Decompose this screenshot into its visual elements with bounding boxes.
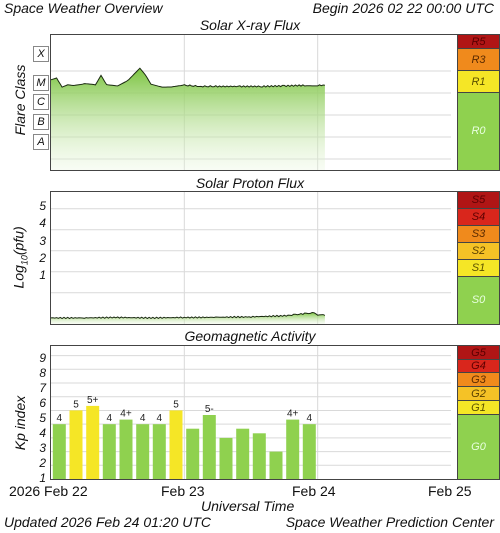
scale-s1: S1 xyxy=(458,260,499,277)
kp-bar-label: 4+ xyxy=(287,409,299,420)
xaxis-title: Universal Time xyxy=(201,498,295,514)
xaxis-label-feb24: Feb 24 xyxy=(292,483,336,499)
scale-r5: R5 xyxy=(458,35,499,49)
kp-bar xyxy=(119,419,133,479)
kp-tick-7: 7 xyxy=(39,381,46,395)
xray-flux-line xyxy=(51,67,325,88)
kp-bar-label: 4+ xyxy=(120,409,132,420)
kp-tick-1: 1 xyxy=(39,471,46,485)
kp-bar xyxy=(286,419,300,479)
scale-r3: R3 xyxy=(458,49,499,71)
kp-tick-5: 5 xyxy=(39,411,46,425)
kp-bar xyxy=(252,433,266,479)
scale-g0: G0 xyxy=(458,415,499,479)
kp-bar-label: 4 xyxy=(107,413,113,424)
kp-bar xyxy=(219,437,233,479)
kp-tick-3: 3 xyxy=(39,441,46,455)
kp-tick-9: 9 xyxy=(39,351,46,365)
proton-tick-4: 4 xyxy=(39,216,46,230)
xray-title: Solar X-ray Flux xyxy=(199,17,301,33)
scale-s2: S2 xyxy=(458,243,499,260)
xray-radio-scale: R5 R3 R1 R0 xyxy=(457,35,499,170)
kp-bar-label: 5+ xyxy=(87,395,99,406)
kp-bar-label: 5 xyxy=(73,399,79,410)
geo-panel: 4 5 5+ 4 4+ 4 4 5 5- 4+ 4 G5 G4 G3 G2 G1 G0 xyxy=(50,345,500,480)
proton-plot xyxy=(51,192,451,324)
xaxis-label-feb25: Feb 25 xyxy=(428,483,472,499)
proton-panel: S5 S4 S3 S2 S1 S0 xyxy=(50,191,500,325)
scale-s4: S4 xyxy=(458,209,499,226)
proton-ylabel: Log10(pfu) xyxy=(10,226,30,289)
kp-bar xyxy=(152,424,166,479)
kp-bar-label: 4 xyxy=(157,413,163,424)
kp-bar xyxy=(52,424,66,479)
kp-bar xyxy=(69,410,83,479)
updated-timestamp: Updated 2026 Feb 24 01:20 UTC xyxy=(4,514,212,530)
kp-bar-label: 5- xyxy=(205,404,214,415)
kp-bar xyxy=(86,405,100,479)
kp-bar xyxy=(236,428,250,479)
kp-bar xyxy=(169,410,183,479)
geo-scale: G5 G4 G3 G2 G1 G0 xyxy=(457,346,499,479)
xray-flux-area xyxy=(51,68,325,170)
kp-bar-label: 4 xyxy=(307,413,313,424)
scale-g4: G4 xyxy=(458,360,499,373)
xray-class-x: X xyxy=(33,46,49,62)
kp-bar-label: 4 xyxy=(140,413,146,424)
scale-r0: R0 xyxy=(458,93,499,170)
kp-bar xyxy=(136,424,150,479)
xray-class-m: M xyxy=(33,75,49,91)
kp-bar-label: 5 xyxy=(173,399,179,410)
proton-scale: S5 S4 S3 S2 S1 S0 xyxy=(457,192,499,324)
kp-tick-8: 8 xyxy=(39,366,46,380)
scale-g3: G3 xyxy=(458,373,499,387)
proton-tick-5: 5 xyxy=(39,199,46,213)
scale-g5: G5 xyxy=(458,346,499,360)
geo-title: Geomagnetic Activity xyxy=(184,328,316,344)
xray-class-c: C xyxy=(33,94,49,110)
window-title: Space Weather Overview xyxy=(4,0,163,16)
xray-class-b: B xyxy=(33,114,49,130)
proton-tick-2: 2 xyxy=(39,251,46,265)
xaxis-label-feb22: 2026 Feb 22 xyxy=(9,483,88,499)
scale-s0: S0 xyxy=(458,277,499,324)
scale-g1: G1 xyxy=(458,401,499,415)
kp-tick-4: 4 xyxy=(39,426,46,440)
proton-title: Solar Proton Flux xyxy=(195,175,305,191)
kp-bar-label: 4 xyxy=(57,413,63,424)
xray-plot xyxy=(51,35,451,170)
scale-s5: S5 xyxy=(458,192,499,209)
scale-g2: G2 xyxy=(458,387,499,401)
xray-ylabel: Flare Class xyxy=(12,64,28,136)
kp-tick-2: 2 xyxy=(39,456,46,470)
kp-tick-6: 6 xyxy=(39,396,46,410)
kp-bar xyxy=(302,424,316,479)
kp-bar xyxy=(186,428,200,479)
proton-tick-1: 1 xyxy=(39,268,46,282)
xray-class-a: A xyxy=(33,134,49,150)
proton-flux-line xyxy=(51,311,326,320)
kp-plot: 45 5+4 4+ 4 45 5- 4+ 4 xyxy=(51,346,451,479)
geo-ylabel: Kp index xyxy=(12,395,28,451)
proton-tick-3: 3 xyxy=(39,234,46,248)
kp-bar xyxy=(269,451,283,479)
kp-bar xyxy=(102,424,116,479)
begin-timestamp: Begin 2026 02 22 00:00 UTC xyxy=(312,0,494,16)
swpc-credit: Space Weather Prediction Center xyxy=(285,514,494,530)
xaxis-label-feb23: Feb 23 xyxy=(161,483,205,499)
proton-flux-area xyxy=(51,312,325,324)
xray-panel: R5 R3 R1 R0 xyxy=(50,34,500,171)
kp-bar xyxy=(202,415,216,479)
scale-r1: R1 xyxy=(458,71,499,93)
scale-s3: S3 xyxy=(458,226,499,243)
